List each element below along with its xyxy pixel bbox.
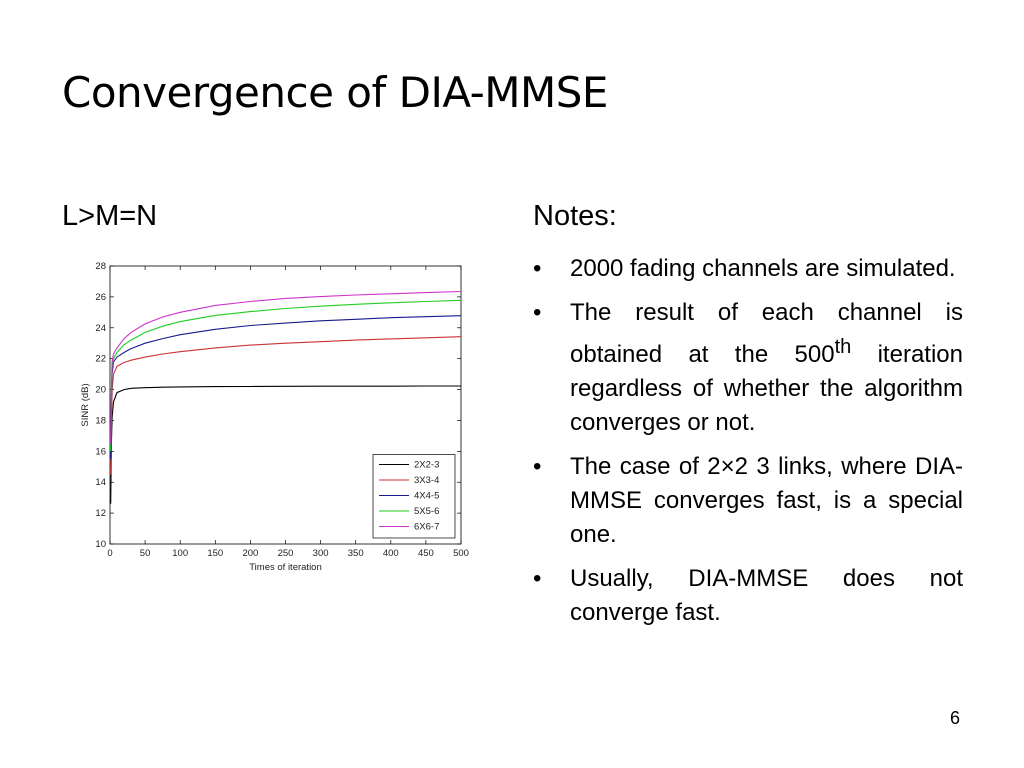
series-line [110,315,462,460]
x-tick-label: 500 [453,548,469,559]
legend-box [372,454,456,539]
legend-label: 5X5-6 [414,506,439,517]
x-tick-label: 0 [107,548,112,559]
legend-label: 2X2-3 [414,460,439,471]
y-tick-label: 16 [95,446,106,457]
y-tick-label: 10 [95,539,106,550]
y-tick-label: 22 [95,354,106,365]
x-tick-label: 50 [140,548,151,559]
x-tick-label: 200 [242,548,258,559]
sinr-convergence-chart: 0 50 100 150 200 250 300 350 400 450 500 10 12 14 16 18… [80,261,469,573]
notes-list: • 2000 fading channels are simulated. • … [533,252,963,640]
bullet-icon: • [533,453,542,480]
note-text: Usually, DIA-MMSE does not converge fast… [570,565,963,626]
series-line [110,299,462,452]
y-tick-label: 26 [95,292,106,303]
series-line [110,290,462,444]
legend-label: 4X4-5 [414,491,439,502]
y-tick-label: 24 [95,323,106,334]
note-item: • 2000 fading channels are simulated. [533,252,963,286]
y-tick-label: 14 [95,477,106,488]
legend-label: 3X3-4 [414,475,439,486]
note-text: The case of 2×2 3 links, where DIA-MMSE … [570,453,963,548]
left-heading: L>M=N [62,200,158,232]
bullet-icon: • [533,299,542,326]
note-text: The result of each channel is obtained a… [570,299,963,368]
x-tick-label: 350 [348,548,364,559]
note-item: • The case of 2×2 3 links, where DIA-MMS… [533,450,963,552]
x-tick-label: 150 [207,548,223,559]
note-text-continued: iteration regardless of whether the algo… [570,341,963,436]
x-tick-label: 100 [172,548,188,559]
bullet-icon: • [533,565,542,592]
slide-title: Convergence of DIA-MMSE [62,68,608,117]
y-tick-label: 12 [95,508,106,519]
x-axis-label: Times of iteration [249,562,322,573]
y-tick-label: 28 [95,261,106,272]
note-superscript: th [834,336,852,358]
x-tick-label: 300 [313,548,329,559]
series-line [110,385,461,504]
x-tick-label: 400 [383,548,399,559]
bullet-icon: • [533,255,542,282]
y-tick-label: 20 [95,385,106,396]
page-number: 6 [950,708,961,728]
note-item: • Usually, DIA-MMSE does not converge fa… [533,562,963,630]
notes-heading: Notes: [533,200,617,232]
x-tick-label: 250 [278,548,294,559]
note-item: • The result of each channel is obtained… [533,296,963,440]
series-line [110,336,462,475]
y-tick-label: 18 [95,415,106,426]
y-axis-label: SINR (dB) [80,383,91,426]
note-text: 2000 fading channels are simulated. [570,255,956,282]
x-tick-label: 450 [418,548,434,559]
legend-label: 6X6-7 [414,522,439,533]
